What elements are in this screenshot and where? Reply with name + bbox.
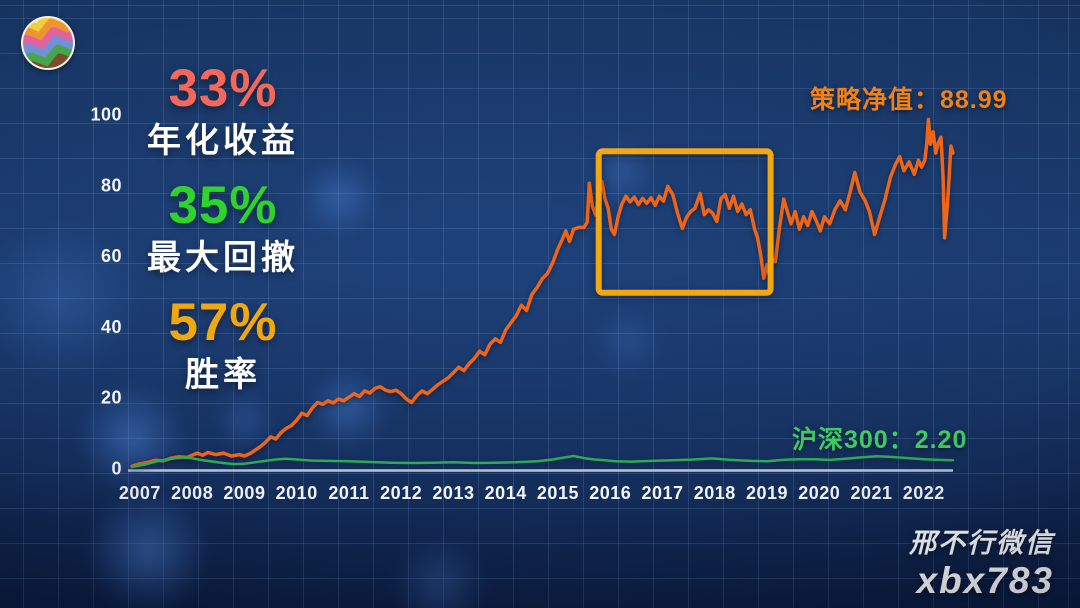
x-tick-label: 2020 <box>798 483 840 503</box>
watermark-wechat-text: 邢不行微信 <box>909 528 1054 558</box>
x-tick-label: 2008 <box>171 483 213 503</box>
x-tick-label: 2007 <box>119 483 161 503</box>
y-tick-label: 40 <box>101 317 122 337</box>
x-tick-label: 2012 <box>380 483 422 503</box>
watermark: 邢不行微信 xbx783 <box>909 527 1054 602</box>
x-tick-label: 2016 <box>589 483 631 503</box>
bokeh-blob <box>77 383 187 493</box>
bokeh-blob <box>86 490 210 608</box>
strategy-line <box>130 117 955 468</box>
stat-value: 35% <box>168 176 278 235</box>
x-tick-label: 2009 <box>223 483 265 503</box>
stat-value: 57% <box>168 293 278 352</box>
x-tick-label: 2013 <box>432 483 474 503</box>
stat-win-rate: 57% 胜率 <box>128 294 318 398</box>
strategy-value-annotation: 策略净值：88.99 <box>810 86 1008 114</box>
y-tick-label: 100 <box>90 105 122 125</box>
performance-stats: 33% 年化收益 35% 最大回撤 57% 胜率 <box>128 60 318 398</box>
y-tick-label: 80 <box>101 175 122 195</box>
x-tick-label: 2017 <box>641 483 683 503</box>
x-tick-label: 2019 <box>746 483 788 503</box>
stat-label: 最大回撤 <box>147 239 299 277</box>
benchmark-value-annotation: 沪深300：2.20 <box>792 426 968 454</box>
x-tick-label: 2011 <box>328 483 369 503</box>
bokeh-blob <box>592 306 664 378</box>
watermark-wechat-id: xbx783 <box>916 560 1054 601</box>
benchmark-line <box>130 454 955 469</box>
stat-label: 年化收益 <box>147 122 299 160</box>
x-tick-label: 2018 <box>694 483 736 503</box>
x-tick-label: 2022 <box>903 483 945 503</box>
bokeh-blob <box>300 158 380 238</box>
y-tick-label: 60 <box>101 246 122 266</box>
x-tick-label: 2010 <box>276 483 318 503</box>
bokeh-blob <box>215 390 275 450</box>
stat-max-drawdown: 35% 最大回撤 <box>128 177 318 281</box>
stat-annualized-return: 33% 年化收益 <box>128 60 318 164</box>
bokeh-blob <box>392 537 488 608</box>
colorful-zigzag-coin-logo <box>20 15 76 71</box>
stat-value: 33% <box>168 59 278 118</box>
highlight-box <box>595 148 774 296</box>
bokeh-blob <box>0 220 140 380</box>
x-tick-label: 2014 <box>485 483 527 503</box>
x-tick-label: 2021 <box>850 483 892 503</box>
stat-label: 胜率 <box>185 356 261 394</box>
y-tick-label: 0 <box>111 459 122 479</box>
x-tick-label: 2015 <box>537 483 579 503</box>
y-tick-label: 20 <box>101 388 122 408</box>
bokeh-blob <box>306 366 390 450</box>
